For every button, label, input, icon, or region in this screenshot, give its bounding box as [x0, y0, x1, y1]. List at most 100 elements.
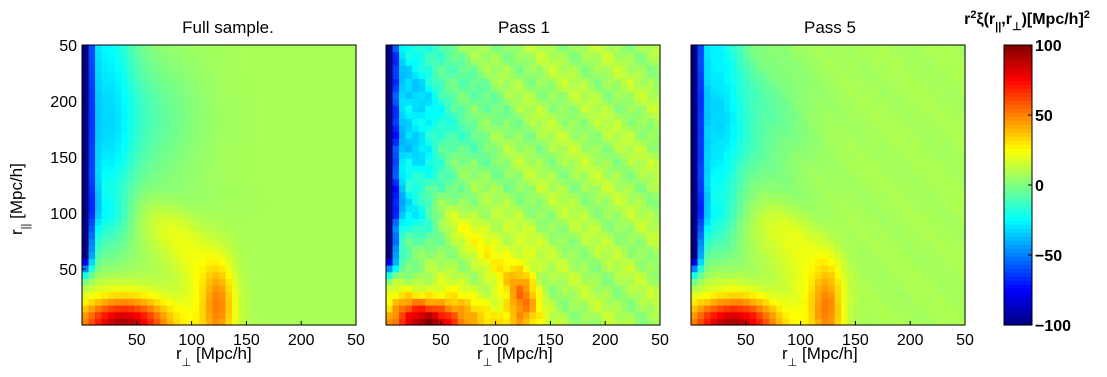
- heatmap-cell: [886, 238, 894, 246]
- heatmap-cell: [536, 231, 544, 239]
- heatmap-cell: [219, 85, 227, 93]
- heatmap-cell: [82, 171, 90, 179]
- heatmap-cell: [555, 58, 563, 66]
- heatmap-cell: [271, 225, 279, 233]
- heatmap-cell: [697, 291, 705, 299]
- heatmap-cell: [153, 138, 161, 146]
- heatmap-cell: [795, 291, 803, 299]
- heatmap-cell: [121, 158, 129, 166]
- heatmap-cell: [717, 145, 725, 153]
- heatmap-cell: [173, 78, 181, 86]
- heatmap-cell: [801, 45, 810, 53]
- heatmap-cell: [225, 131, 233, 139]
- heatmap-cell: [329, 91, 338, 99]
- heatmap-cell: [425, 298, 433, 306]
- heatmap-cell: [95, 251, 103, 259]
- heatmap-cell: [329, 45, 338, 53]
- heatmap-cell: [457, 138, 465, 146]
- heatmap-cell: [860, 85, 868, 93]
- heatmap-cell: [575, 278, 583, 286]
- heatmap-cell: [555, 305, 563, 313]
- heatmap-cell: [756, 318, 764, 326]
- heatmap-cell: [607, 238, 615, 246]
- heatmap-cell: [503, 205, 511, 213]
- heatmap-cell: [821, 65, 829, 73]
- heatmap-cell: [549, 278, 557, 286]
- heatmap-cell: [264, 45, 272, 53]
- heatmap-cell: [212, 258, 220, 266]
- heatmap-cell: [82, 105, 90, 113]
- heatmap-cell: [251, 158, 259, 166]
- heatmap-cell: [392, 258, 400, 266]
- heatmap-cell: [867, 185, 875, 193]
- heatmap-cell: [906, 265, 914, 273]
- heatmap-cell: [549, 151, 557, 159]
- heatmap-cell: [808, 205, 816, 213]
- heatmap-cell: [303, 285, 311, 293]
- heatmap-cell: [399, 138, 407, 146]
- heatmap-cell: [405, 251, 413, 259]
- heatmap-cell: [431, 265, 439, 273]
- heatmap-cell: [412, 305, 420, 313]
- heatmap-cell: [697, 218, 705, 226]
- heatmap-cell: [451, 165, 459, 173]
- heatmap-cell: [607, 305, 615, 313]
- heatmap-cell: [575, 171, 583, 179]
- heatmap-cell: [697, 105, 705, 113]
- heatmap-cell: [562, 198, 570, 206]
- heatmap-cell: [834, 98, 842, 106]
- heatmap-cell: [717, 138, 725, 146]
- heatmap-cell: [490, 198, 498, 206]
- heatmap-cell: [640, 71, 648, 79]
- heatmap-cell: [425, 265, 433, 273]
- heatmap-cell: [140, 165, 148, 173]
- heatmap-cell: [490, 151, 498, 159]
- heatmap-cell: [451, 185, 459, 193]
- heatmap-cell: [549, 225, 557, 233]
- heatmap-cell: [834, 78, 842, 86]
- heatmap-cell: [418, 71, 426, 79]
- heatmap-cell: [893, 58, 901, 66]
- heatmap-cell: [431, 111, 439, 119]
- heatmap-cell: [893, 211, 901, 219]
- heatmap-cell: [749, 205, 757, 213]
- heatmap-cell: [225, 58, 233, 66]
- heatmap-cell: [795, 145, 803, 153]
- heatmap-cell: [730, 251, 738, 259]
- heatmap-cell: [451, 105, 459, 113]
- heatmap-cell: [134, 291, 142, 299]
- heatmap-cell: [127, 225, 135, 233]
- heatmap-cell: [342, 91, 351, 99]
- heatmap-cell: [349, 158, 357, 166]
- heatmap-cell: [730, 258, 738, 266]
- heatmap-cell: [601, 138, 609, 146]
- heatmap-cell: [762, 151, 770, 159]
- heatmap-cell: [140, 158, 148, 166]
- heatmap-cell: [581, 158, 589, 166]
- heatmap-cell: [542, 218, 550, 226]
- heatmap-cell: [762, 285, 770, 293]
- heatmap-cell: [523, 265, 531, 273]
- heatmap-cell: [906, 298, 914, 306]
- heatmap-cell: [860, 265, 868, 273]
- heatmap-cell: [310, 105, 318, 113]
- heatmap-cell: [607, 165, 615, 173]
- heatmap-cell: [627, 185, 635, 193]
- heatmap-cell: [555, 118, 563, 126]
- heatmap-cell: [392, 285, 400, 293]
- heatmap-cell: [509, 178, 518, 186]
- heatmap-cell: [186, 131, 194, 139]
- heatmap-cell: [653, 211, 661, 219]
- heatmap-cell: [549, 211, 557, 219]
- heatmap-cell: [88, 78, 96, 86]
- heatmap-cell: [828, 151, 836, 159]
- heatmap-cell: [834, 71, 842, 79]
- heatmap-cell: [438, 78, 446, 86]
- heatmap-cell: [431, 231, 439, 239]
- heatmap-cell: [179, 85, 187, 93]
- heatmap-cell: [199, 145, 207, 153]
- heatmap-cell: [906, 218, 914, 226]
- heatmap-cell: [418, 305, 426, 313]
- heatmap-cell: [323, 285, 331, 293]
- heatmap-cell: [860, 225, 868, 233]
